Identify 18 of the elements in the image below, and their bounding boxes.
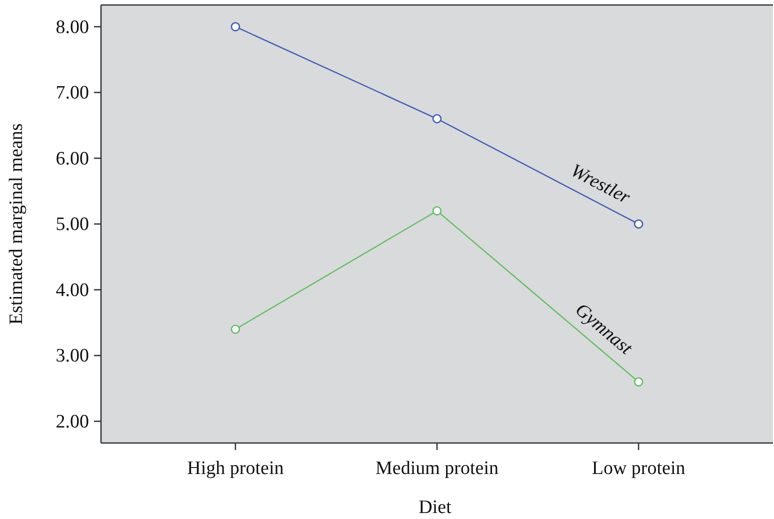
- y-tick-label: 2.00: [56, 411, 89, 432]
- y-tick-label: 7.00: [56, 82, 89, 104]
- point: [230, 22, 240, 32]
- y-tick-label: 8.00: [56, 16, 89, 38]
- point: [432, 206, 442, 216]
- x-tick-label: Low protein: [592, 458, 686, 479]
- point: [432, 114, 442, 124]
- x-tick-label: Medium protein: [376, 458, 499, 479]
- y-tick-label: 4.00: [56, 280, 89, 301]
- x-tick-label: High protein: [187, 458, 284, 479]
- point: [634, 219, 644, 229]
- y-tick-label: 3.00: [56, 346, 89, 367]
- y-tick-label: 6.00: [56, 148, 89, 170]
- point: [634, 377, 644, 386]
- y-tick-label: 5.00: [56, 214, 89, 236]
- y-axis-title: Estimated marginal means: [6, 123, 27, 325]
- point: [230, 324, 240, 334]
- x-axis-title: Diet: [418, 497, 452, 518]
